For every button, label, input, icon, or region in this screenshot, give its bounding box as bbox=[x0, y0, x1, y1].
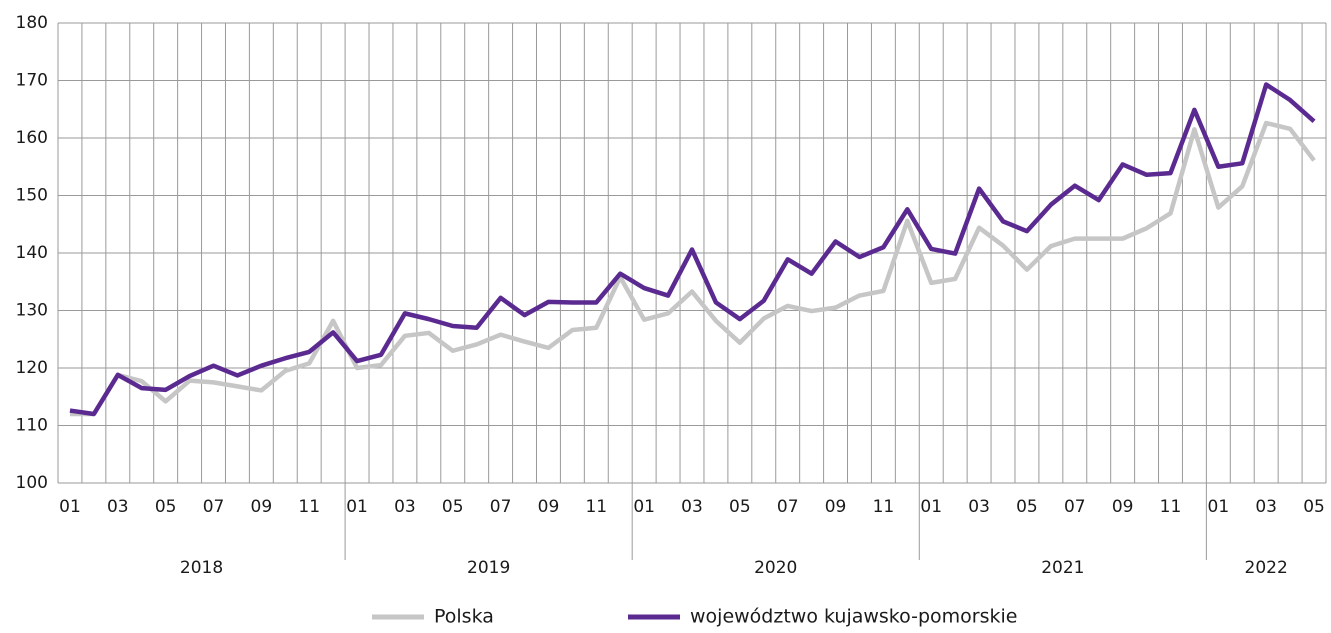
x-tick-label: 07 bbox=[777, 497, 799, 517]
x-tick-label: 03 bbox=[968, 497, 990, 517]
x-tick-label: 05 bbox=[729, 497, 751, 517]
x-tick-label: 03 bbox=[1255, 497, 1277, 517]
y-tick-label: 140 bbox=[16, 243, 48, 263]
x-tick-label: 07 bbox=[203, 497, 225, 517]
year-label: 2022 bbox=[1245, 558, 1288, 578]
x-tick-label: 09 bbox=[251, 497, 273, 517]
year-label: 2018 bbox=[180, 558, 223, 578]
x-tick-label: 03 bbox=[681, 497, 703, 517]
y-tick-label: 100 bbox=[16, 473, 48, 493]
x-tick-label: 07 bbox=[1064, 497, 1086, 517]
y-tick-label: 150 bbox=[16, 186, 48, 206]
x-tick-label: 11 bbox=[873, 497, 895, 517]
year-label: 2019 bbox=[467, 558, 510, 578]
x-tick-label: 05 bbox=[1303, 497, 1325, 517]
y-tick-label: 110 bbox=[16, 416, 48, 436]
y-tick-label: 160 bbox=[16, 128, 48, 148]
x-tick-label: 11 bbox=[298, 497, 320, 517]
series-line bbox=[69, 82, 1316, 417]
x-tick-label: 07 bbox=[490, 497, 512, 517]
x-tick-label: 01 bbox=[59, 497, 81, 517]
legend-label: Polska bbox=[434, 606, 494, 628]
x-tick-label: 03 bbox=[107, 497, 129, 517]
x-tick-label: 01 bbox=[633, 497, 655, 517]
y-tick-label: 170 bbox=[16, 71, 48, 91]
x-tick-label: 11 bbox=[585, 497, 607, 517]
x-tick-label: 03 bbox=[394, 497, 416, 517]
y-tick-label: 130 bbox=[16, 301, 48, 321]
year-label: 2021 bbox=[1041, 558, 1084, 578]
x-tick-label: 05 bbox=[442, 497, 464, 517]
x-tick-label: 01 bbox=[920, 497, 942, 517]
legend-label: województwo kujawsko-pomorskie bbox=[690, 606, 1017, 628]
x-tick-label: 09 bbox=[825, 497, 847, 517]
year-label: 2020 bbox=[754, 558, 797, 578]
x-tick-label: 05 bbox=[155, 497, 177, 517]
series-line bbox=[69, 120, 1316, 417]
x-tick-label: 01 bbox=[346, 497, 368, 517]
x-tick-label: 09 bbox=[538, 497, 560, 517]
x-tick-label: 05 bbox=[1016, 497, 1038, 517]
x-tick-label: 09 bbox=[1112, 497, 1134, 517]
y-tick-label: 120 bbox=[16, 358, 48, 378]
x-tick-label: 11 bbox=[1160, 497, 1182, 517]
y-tick-label: 180 bbox=[16, 13, 48, 33]
x-tick-label: 01 bbox=[1208, 497, 1230, 517]
